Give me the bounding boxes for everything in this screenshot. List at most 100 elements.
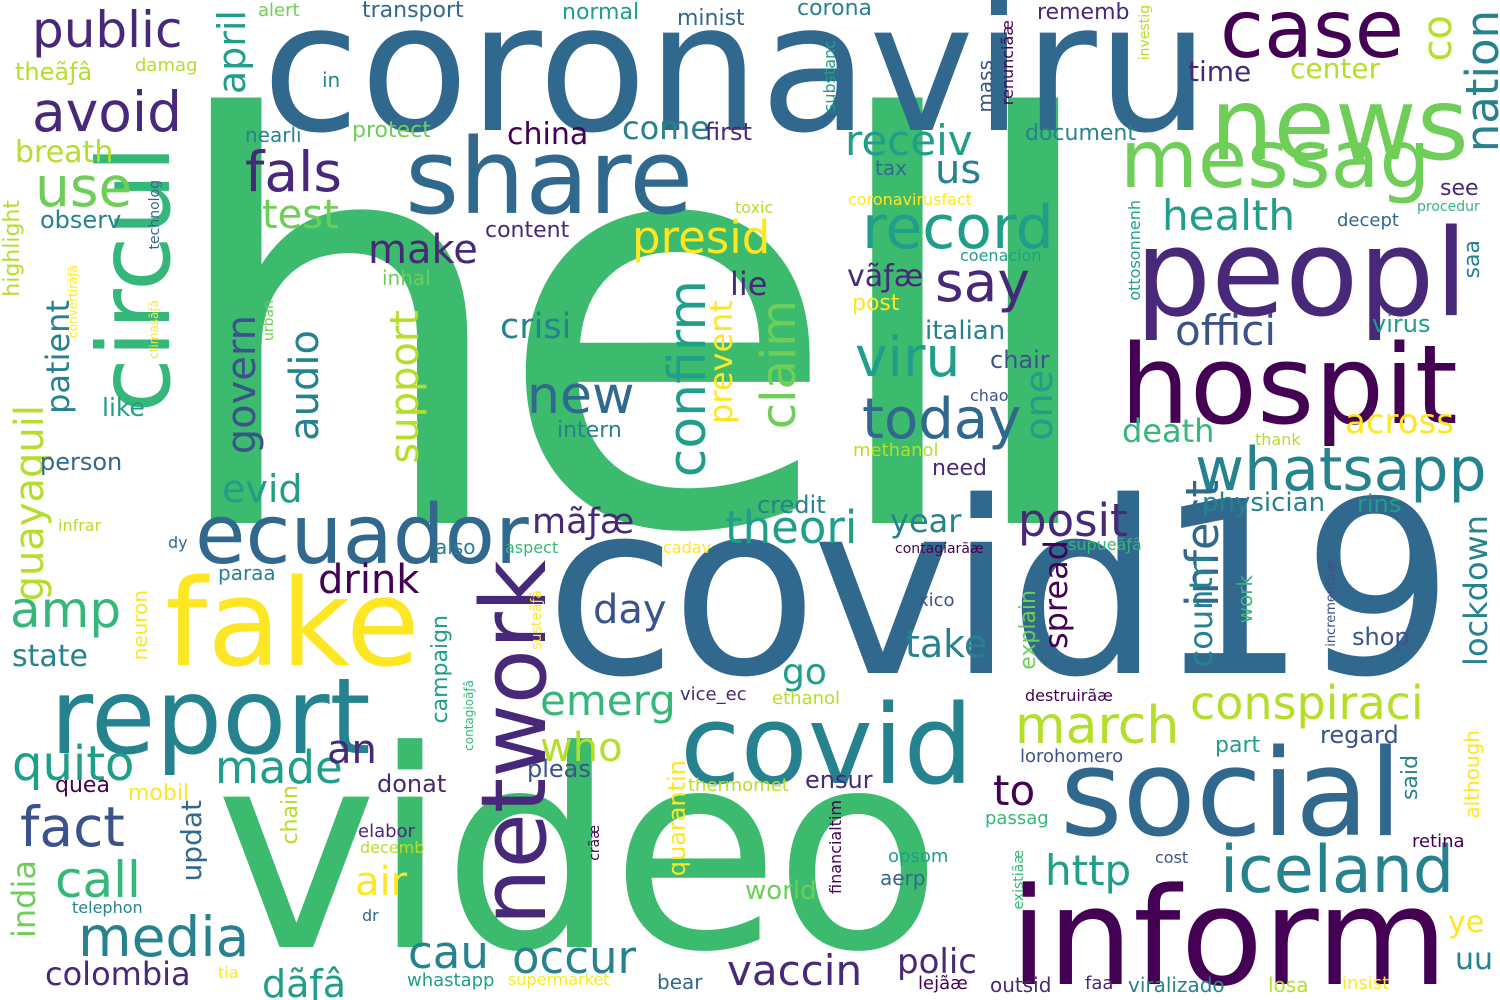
word-theori: theori <box>725 501 858 554</box>
word-one: one <box>1017 370 1061 441</box>
word-offici: offici <box>1175 306 1277 355</box>
word-world: world <box>745 876 817 906</box>
word-hospit: hospit <box>1120 321 1458 449</box>
word-contagiara: contagiarãæ <box>895 541 984 557</box>
word-social: social <box>1060 725 1403 864</box>
word-share: share <box>405 116 694 238</box>
word-mass: mass <box>973 60 997 113</box>
word-physician: physician <box>1202 488 1326 518</box>
word-mobil: mobil <box>128 781 190 806</box>
word-first: first <box>705 118 752 146</box>
word-post: post <box>852 291 900 316</box>
word-person: person <box>40 448 123 476</box>
word-polic: polic <box>897 942 977 982</box>
word-converti: convertirãƒâ <box>66 265 80 338</box>
word-chao: chao <box>970 386 1009 405</box>
word-existia: existiãæ <box>1011 850 1027 910</box>
word-procedur: procedur <box>1417 199 1480 215</box>
word-highlight: highlight <box>0 200 25 297</box>
word-thermomet: thermomet <box>688 775 789 796</box>
word-italian: italian <box>925 316 1006 346</box>
word-china: china <box>507 117 589 152</box>
word-renuncia: renunciãæ <box>998 20 1017 106</box>
word-today: today <box>862 387 1022 452</box>
word-cost: cost <box>1155 848 1189 867</box>
word-media: media <box>78 905 250 969</box>
word-regard: regard <box>1320 721 1399 749</box>
word-covid19: covid19 <box>545 450 1454 730</box>
word-maa: mãƒæ <box>532 502 635 542</box>
word-public: public <box>32 1 183 59</box>
word-come: come <box>622 109 711 147</box>
word-co: co <box>1415 15 1461 62</box>
word-part: part <box>1215 733 1261 758</box>
word-india: india <box>5 860 43 938</box>
word-outsid: outsid <box>990 973 1052 997</box>
word-aerp: aerp <box>880 866 926 890</box>
word-nearli: nearli <box>245 123 302 147</box>
word-evid: evid <box>222 467 303 511</box>
word-vaa: vãƒæ <box>847 259 924 294</box>
word-uu: uu <box>1455 942 1494 977</box>
word-breath: breath <box>15 135 114 170</box>
word-substanc: substanc <box>820 40 839 112</box>
word-messag: messag <box>1120 113 1431 206</box>
word-destruira: destruirãæ <box>1025 686 1113 705</box>
word-protect: protect <box>352 118 431 143</box>
word-shop: shop <box>1352 623 1410 651</box>
word-prevent: prevent <box>702 300 740 424</box>
word-urban: urban <box>261 300 277 341</box>
word-dr: dr <box>362 906 379 925</box>
word-ethanol: ethanol <box>772 688 840 709</box>
word-lorohomero: lorohomero <box>1020 746 1124 767</box>
word-occur: occur <box>512 931 637 984</box>
word-spread: spread <box>1037 540 1075 650</box>
word-test: test <box>262 192 339 238</box>
word-case: case <box>1220 0 1404 76</box>
word-decept: decept <box>1337 210 1399 231</box>
word-video: video <box>215 692 942 1000</box>
word-rememb: rememb <box>1037 0 1130 25</box>
word-call: call <box>55 851 141 909</box>
word-chain: chain <box>278 785 303 845</box>
word-credit: credit <box>757 491 826 519</box>
word-cadav: cadav <box>663 538 712 557</box>
word-news: news <box>1210 66 1469 183</box>
word-saa: saa <box>1460 240 1485 279</box>
word-guayaquil: guayaquil <box>7 405 53 602</box>
word-explain: explain <box>1016 590 1041 670</box>
word-make: make <box>368 227 478 273</box>
word-state: state <box>12 639 88 674</box>
word-presid: presid <box>632 211 771 264</box>
word-supermarket: supermarket <box>508 970 610 989</box>
word-air: air <box>355 859 408 905</box>
word-to: to <box>993 766 1036 815</box>
word-time: time <box>1188 55 1252 88</box>
word-posit: posit <box>1018 494 1128 547</box>
word-hell: hell <box>160 4 1111 656</box>
word-go: go <box>782 652 827 693</box>
word-losa: losa <box>1268 973 1309 997</box>
word-govern: govern <box>219 315 265 455</box>
word-campaign: campaign <box>428 615 453 724</box>
word-paraa: paraa <box>218 561 276 585</box>
word-said: said <box>1398 755 1423 801</box>
word-thank: thank <box>1255 430 1301 449</box>
word-infrar: infrar <box>58 516 102 535</box>
word-report: report <box>50 656 371 778</box>
word-need: need <box>932 456 987 481</box>
word-corona: corona <box>797 0 873 21</box>
word-colombia: colombia <box>45 955 191 993</box>
word-insist: insist <box>1342 973 1390 994</box>
word-us: us <box>935 147 982 193</box>
word-http: http <box>1045 846 1132 895</box>
word-inhal: inhal <box>382 266 431 290</box>
word-drink: drink <box>318 557 420 603</box>
word-death: death <box>1122 412 1215 450</box>
word-take: take <box>905 622 988 666</box>
word-fake: fake <box>165 555 420 694</box>
word-neuron: neuron <box>128 590 152 661</box>
word-quarantin: quarantin <box>663 760 691 877</box>
word-iceland: iceland <box>1220 833 1455 908</box>
